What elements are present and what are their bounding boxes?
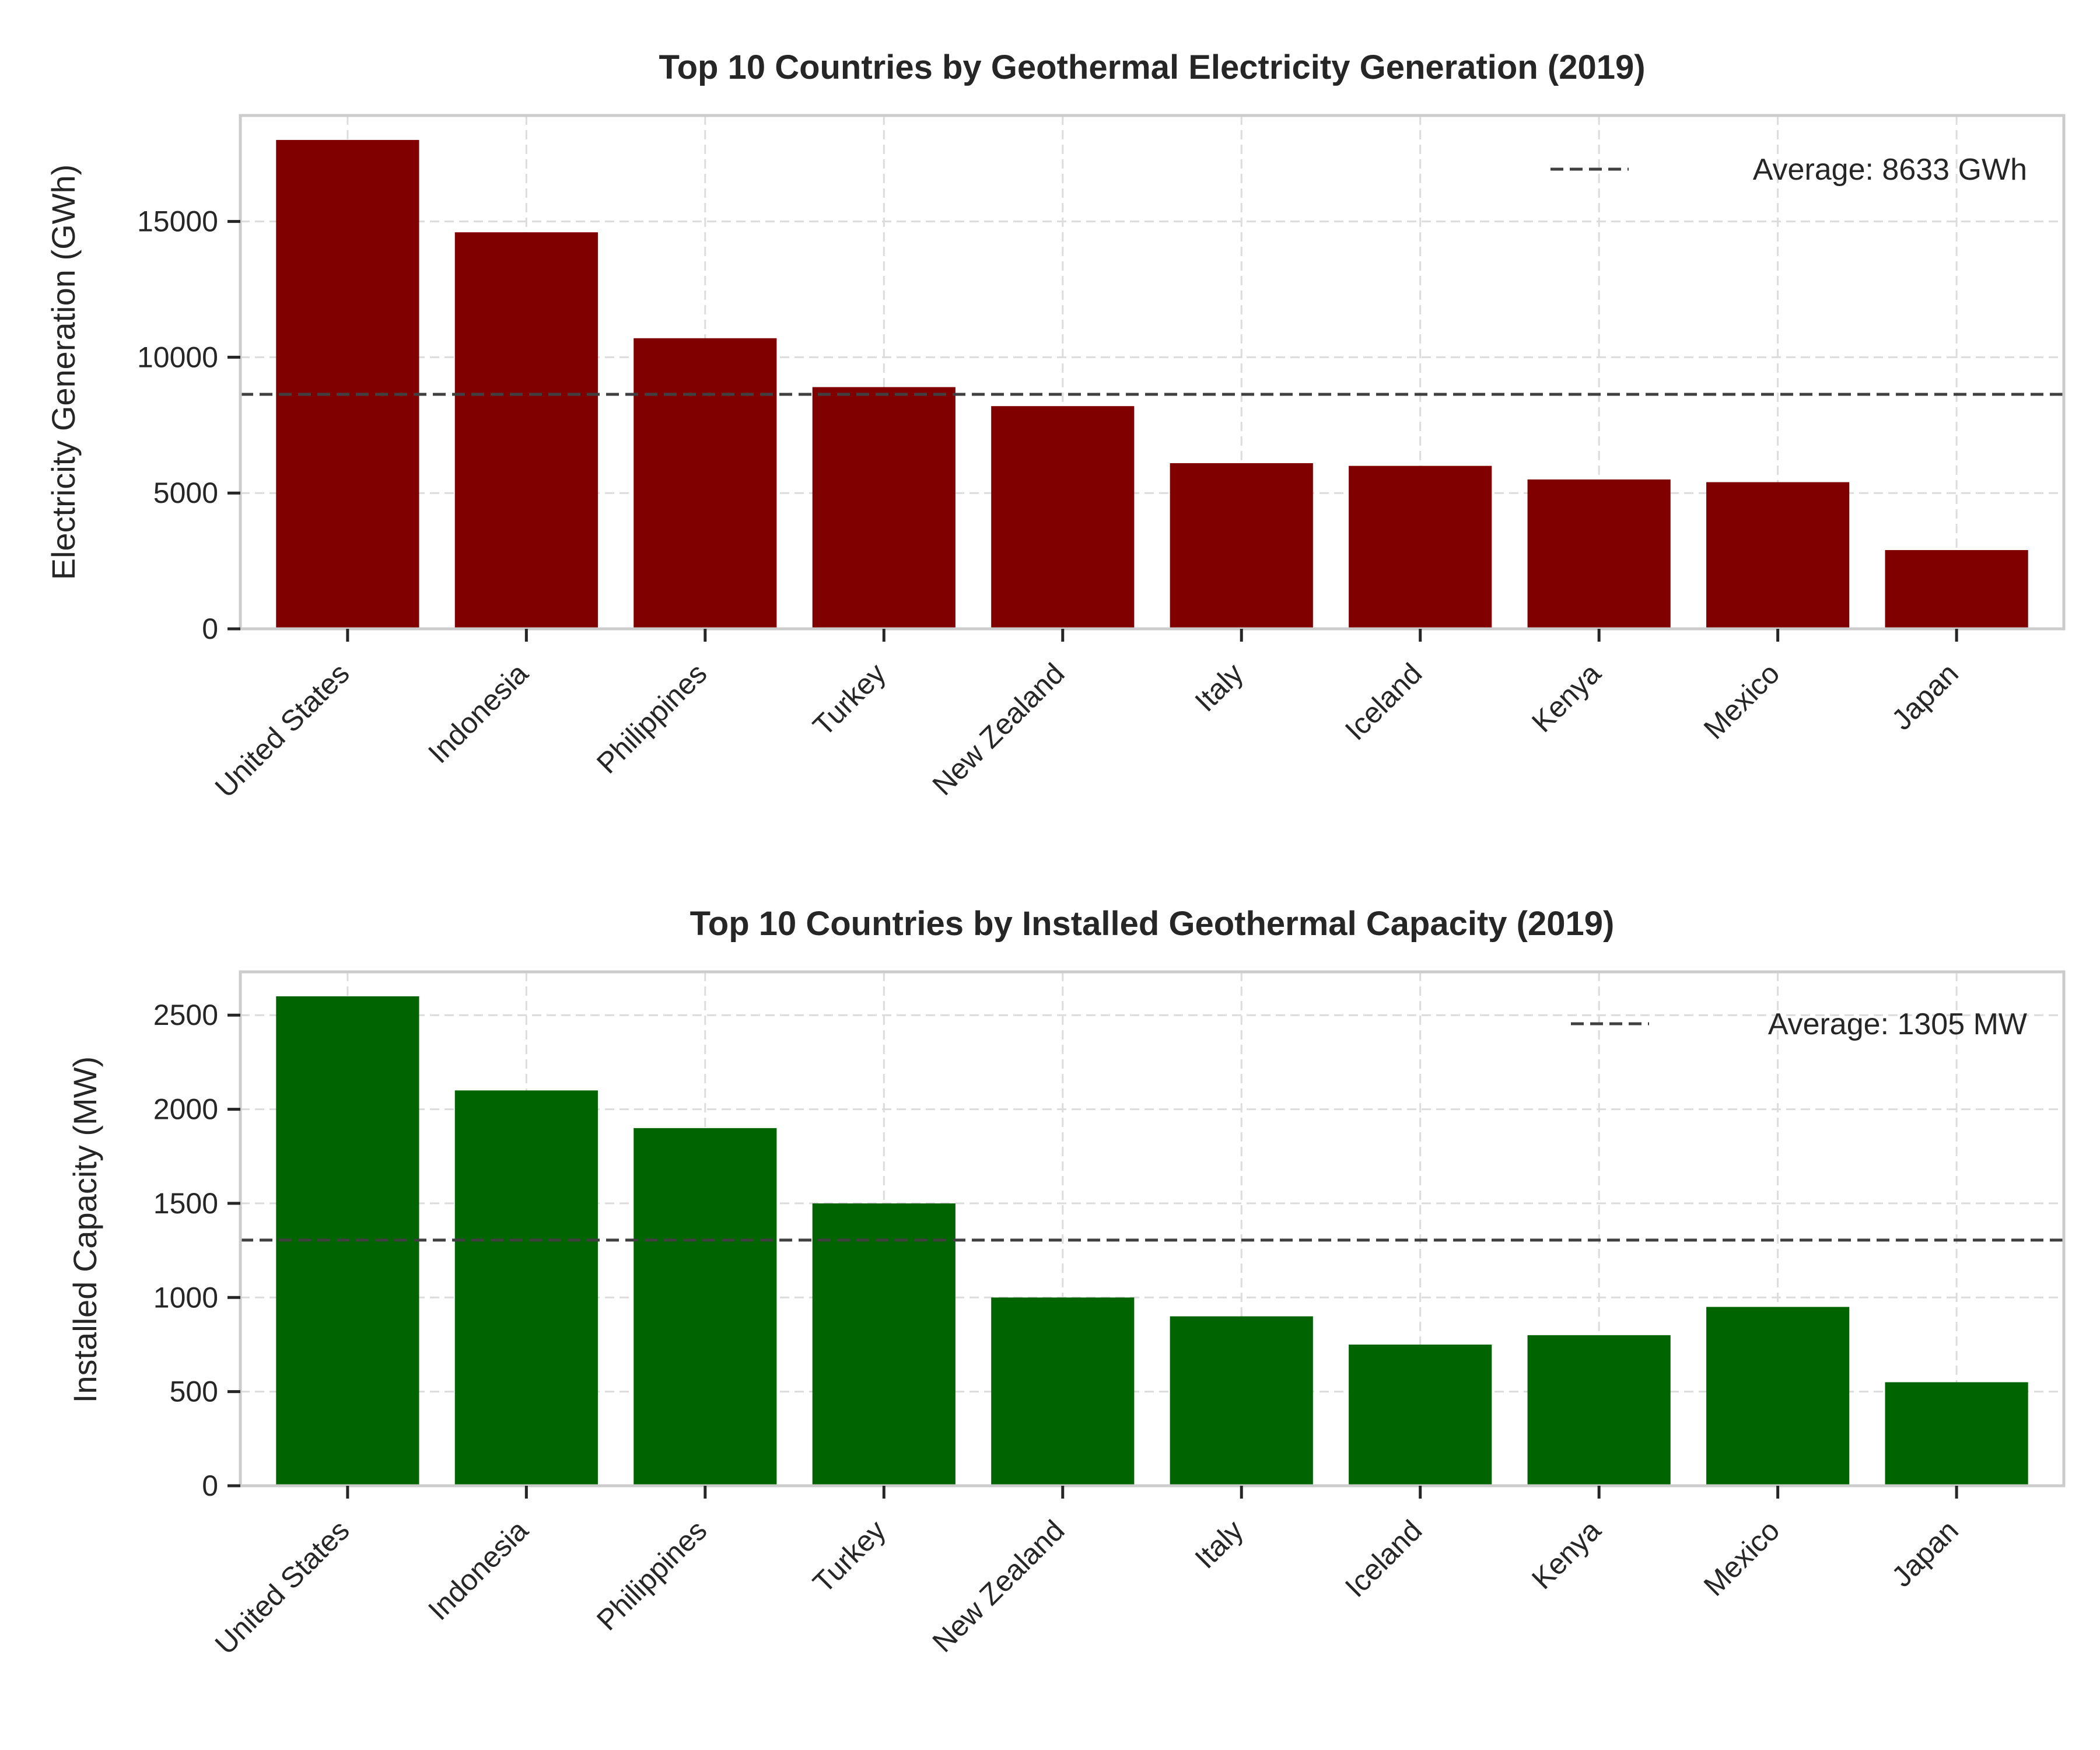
y-tick-label: 15000 <box>137 205 218 238</box>
y-tick-label: 0 <box>202 612 218 645</box>
bar <box>634 1128 777 1486</box>
bar <box>1706 482 1850 629</box>
bar <box>1349 466 1492 629</box>
y-tick-label: 0 <box>202 1469 218 1502</box>
bar <box>276 139 419 629</box>
y-tick-label: 500 <box>170 1376 218 1408</box>
bar <box>1170 1316 1313 1486</box>
legend-label: Average: 1305 MW <box>1768 1007 2027 1041</box>
chart-title: Top 10 Countries by Geothermal Electrici… <box>659 48 1645 86</box>
x-tick-label: Philippines <box>590 657 713 780</box>
x-tick-label: Italy <box>1189 1514 1250 1574</box>
y-axis-label: Electricity Generation (GWh) <box>45 164 82 580</box>
y-tick-label: 1000 <box>153 1281 218 1314</box>
chart-generation: 0 5000 10000 15000 United States Indonesia Phi… <box>45 48 2066 804</box>
y-tick-label: 1500 <box>153 1187 218 1220</box>
legend-label: Average: 8633 GWh <box>1753 153 2027 187</box>
bar <box>1527 1335 1671 1486</box>
x-tick-label: Turkey <box>807 657 892 742</box>
bar <box>812 1203 956 1486</box>
chart-title: Top 10 Countries by Installed Geothermal… <box>690 905 1615 943</box>
x-tick-label: Kenya <box>1525 657 1607 738</box>
y-axis-label: Installed Capacity (MW) <box>66 1056 103 1403</box>
bar <box>1349 1344 1492 1486</box>
bar <box>1527 479 1671 629</box>
x-tick-label: Iceland <box>1339 657 1429 747</box>
x-tick-label: Indonesia <box>422 1514 534 1626</box>
y-tick-label: 10000 <box>137 341 218 373</box>
bar <box>1885 1382 2028 1486</box>
bar <box>1706 1307 1850 1486</box>
bar <box>991 406 1135 629</box>
y-tick-label: 5000 <box>153 477 218 509</box>
y-tick-label: 2500 <box>153 999 218 1031</box>
x-tick-label: Iceland <box>1339 1514 1429 1604</box>
x-tick-label: New Zealand <box>926 657 1071 802</box>
x-tick-label: United States <box>209 657 356 804</box>
x-tick-label: Philippines <box>590 1514 713 1637</box>
x-tick-label: Mexico <box>1698 1514 1786 1602</box>
x-tick-label: New Zealand <box>926 1514 1071 1658</box>
y-tick-label: 2000 <box>153 1093 218 1126</box>
bar <box>1170 463 1313 629</box>
plot-area: 0 5000 10000 15000 United States Indonesia Phi… <box>137 114 2066 804</box>
bar <box>454 232 598 629</box>
x-tick-label: Italy <box>1189 657 1250 718</box>
bar <box>634 338 777 629</box>
chart-capacity: 0 500 1000 1500 2000 2500 United States Indones… <box>66 905 2066 1661</box>
axes-frame <box>239 970 2066 1488</box>
x-tick-label: Indonesia <box>422 657 534 769</box>
x-tick-label: Japan <box>1885 657 1965 736</box>
axes-frame <box>239 114 2066 631</box>
bar <box>812 387 956 629</box>
bar <box>1885 550 2028 629</box>
x-tick-label: Japan <box>1885 1514 1965 1593</box>
x-tick-label: Kenya <box>1525 1514 1607 1595</box>
x-tick-label: Turkey <box>807 1514 892 1599</box>
plot-area: 0 500 1000 1500 2000 2500 United States Indones… <box>153 970 2066 1661</box>
bar <box>991 1297 1135 1486</box>
x-tick-label: Mexico <box>1698 657 1786 746</box>
bar <box>454 1090 598 1486</box>
x-tick-label: United States <box>209 1514 356 1661</box>
